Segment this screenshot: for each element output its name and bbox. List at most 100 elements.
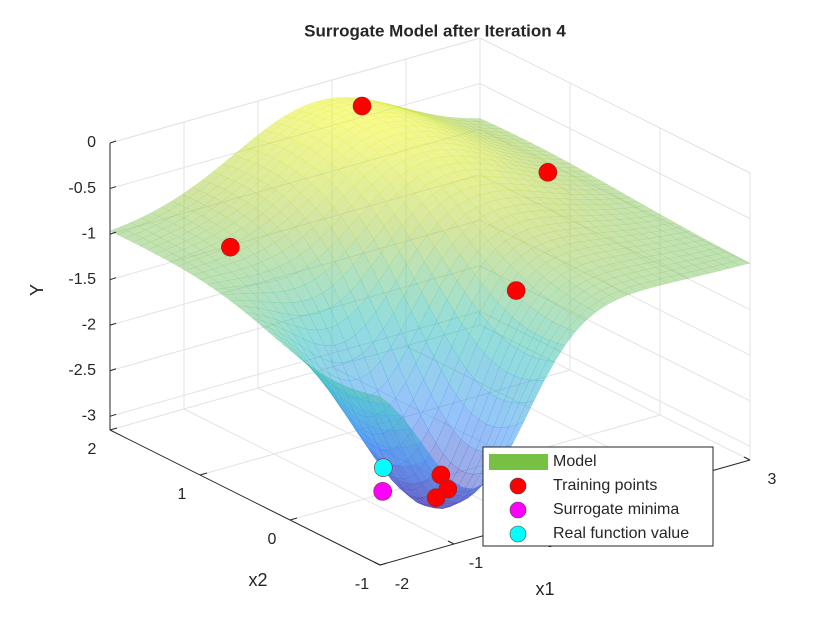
surface-patch (223, 222, 243, 235)
z-tick (109, 413, 117, 417)
surface-patch (390, 329, 409, 366)
surface-patch (462, 222, 481, 243)
surface-patch (444, 222, 464, 245)
surface-patch (364, 392, 384, 405)
surface-patch (501, 183, 521, 191)
surface-patch (465, 449, 484, 475)
surface-patch (277, 218, 296, 236)
surface-patch (411, 202, 431, 225)
surface-patch (486, 397, 505, 428)
surface-patch (190, 215, 210, 227)
data-point (373, 482, 393, 501)
surface-patch (403, 482, 423, 498)
surface-patch (341, 146, 361, 162)
y-tick-label: -1 (355, 576, 369, 593)
legend-marker (509, 501, 527, 519)
surface-patch (449, 253, 468, 282)
surface-patch (217, 177, 236, 190)
surface-patch (418, 136, 437, 144)
surface-patch (169, 257, 189, 267)
surface-patch (646, 220, 666, 227)
surface-patch (261, 257, 280, 272)
surface-patch (334, 381, 353, 397)
data-point (221, 237, 240, 257)
surface-patch (381, 103, 400, 109)
y-tick-label: 0 (268, 531, 277, 548)
surface-patch (278, 312, 297, 327)
x-grid-line (183, 408, 455, 545)
surface-patch (332, 116, 351, 127)
surface-patch (501, 402, 520, 428)
surface-patch (670, 273, 689, 282)
y-tick-label: 1 (178, 486, 187, 503)
surface-patch (560, 193, 580, 200)
surface-patch (496, 371, 515, 402)
x-tick (447, 540, 455, 545)
surface-patch (413, 441, 432, 462)
surface-patch (600, 285, 620, 296)
surface-patch (289, 254, 308, 273)
surface-patch (157, 241, 177, 250)
surface (109, 97, 751, 509)
surface-patch (259, 324, 278, 336)
surface-patch (175, 207, 195, 219)
surface-patch (489, 277, 509, 303)
y-tick (289, 517, 298, 521)
z-tick (109, 140, 117, 144)
surface-patch (484, 154, 503, 163)
surface-patch (721, 261, 741, 269)
surface-patch (338, 161, 358, 179)
surface-patch (363, 238, 382, 267)
surface-patch (272, 195, 291, 212)
x-axis-label: x1 (535, 579, 554, 599)
surface-patch (700, 266, 720, 274)
surface-patch (227, 169, 246, 182)
z-tick-label: -2 (82, 316, 96, 333)
surface-patch (558, 179, 578, 186)
surface-patch (339, 120, 359, 131)
surface-patch (356, 159, 376, 177)
surface-patch (517, 173, 537, 182)
surface-patch (317, 376, 336, 399)
legend-label: Training points (553, 477, 657, 494)
surface-patch (295, 217, 314, 237)
surface-patch (383, 445, 402, 467)
surface-patch (567, 316, 586, 333)
surface-patch (342, 384, 361, 399)
surface-patch (296, 121, 316, 133)
surface-patch (538, 250, 557, 263)
surface-patch (334, 141, 353, 156)
surface-patch (681, 247, 701, 255)
surface-patch (372, 130, 391, 141)
surface-patch (307, 258, 326, 280)
surface-patch (337, 317, 356, 343)
surface-patch (270, 161, 289, 176)
z-axis-label: Y (27, 284, 47, 296)
surface-patch (542, 186, 562, 194)
surface-patch (267, 330, 286, 344)
surface-patch (556, 167, 575, 173)
surface-patch (508, 222, 527, 235)
surface-patch (456, 119, 475, 125)
surface-patch (312, 367, 331, 384)
surface-patch (251, 213, 271, 228)
surface-patch (306, 152, 325, 168)
surface-patch (526, 150, 545, 156)
surface-patch (385, 280, 405, 314)
surface-patch (494, 309, 513, 338)
surface-patch (184, 266, 204, 276)
surface-patch (655, 241, 675, 248)
surface-patch (643, 226, 663, 233)
surface-patch (628, 283, 648, 293)
surface-patch (456, 368, 475, 406)
surface-patch (453, 404, 472, 440)
surface-patch (319, 372, 338, 389)
z-tick (109, 277, 117, 281)
legend-label: Real function value (553, 525, 689, 542)
surface-patch (262, 157, 282, 172)
surface-patch (585, 204, 605, 211)
z-tick-label: -1.5 (68, 271, 96, 288)
z-grid-line (479, 83, 751, 220)
surface-patch (421, 273, 440, 307)
